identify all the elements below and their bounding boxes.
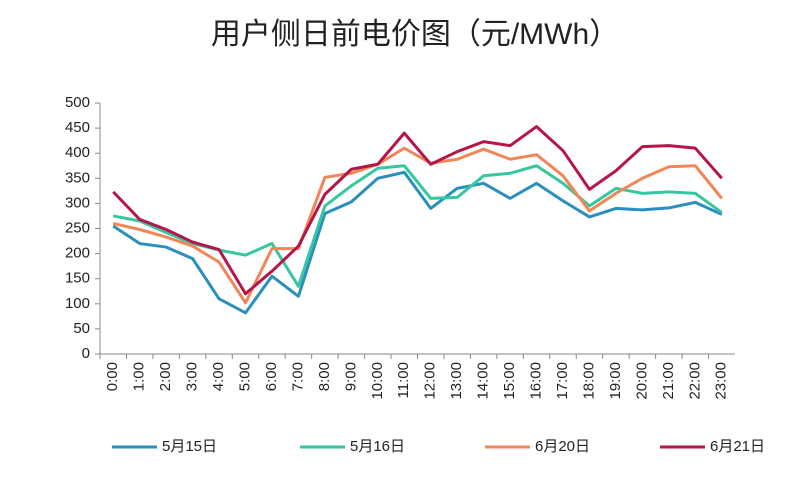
y-tick-label: 400 [65, 144, 90, 161]
x-tick-label: 4:00 [210, 362, 227, 391]
x-tick-label: 22:00 [686, 362, 703, 400]
x-tick-label: 19:00 [607, 362, 624, 400]
y-tick-label: 100 [65, 295, 90, 312]
x-tick-label: 17:00 [554, 362, 571, 400]
y-tick-label: 0 [82, 345, 90, 362]
y-tick-label: 450 [65, 119, 90, 136]
y-tick-label: 500 [65, 94, 90, 111]
x-tick-label: 18:00 [580, 362, 597, 400]
x-tick-label: 7:00 [289, 362, 306, 391]
x-tick-label: 8:00 [316, 362, 333, 391]
y-tick-label: 350 [65, 169, 90, 186]
series-line [112, 146, 723, 305]
x-tick-label: 23:00 [713, 362, 730, 400]
x-tick-label: 14:00 [475, 362, 492, 400]
x-tick-label: 16:00 [528, 362, 545, 400]
series-line [112, 170, 723, 315]
x-tick-label: 2:00 [157, 362, 174, 391]
chart-title: 用户侧日前电价图（元/MWh） [211, 18, 619, 51]
x-tick-label: 15:00 [501, 362, 518, 400]
y-tick-label: 300 [65, 194, 90, 211]
x-tick-label: 9:00 [342, 362, 359, 391]
x-tick-label: 13:00 [448, 362, 465, 400]
series-line [112, 125, 723, 296]
legend-label: 6月21日 [710, 438, 765, 455]
x-tick-label: 12:00 [422, 362, 439, 400]
x-tick-label: 1:00 [131, 362, 148, 391]
x-tick-label: 10:00 [369, 362, 386, 400]
y-tick-label: 200 [65, 245, 90, 262]
x-tick-label: 3:00 [184, 362, 201, 391]
legend-label: 6月20日 [535, 438, 590, 455]
y-tick-label: 50 [73, 320, 90, 337]
y-tick-label: 250 [65, 219, 90, 236]
x-tick-label: 5:00 [236, 362, 253, 391]
x-tick-label: 21:00 [660, 362, 677, 400]
x-tick-label: 6:00 [263, 362, 280, 391]
legend-label: 5月16日 [350, 438, 405, 455]
y-tick-label: 150 [65, 270, 90, 287]
x-tick-label: 11:00 [395, 362, 412, 398]
x-tick-label: 20:00 [633, 362, 650, 400]
x-tick-label: 0:00 [104, 362, 121, 391]
legend-label: 5月15日 [162, 438, 217, 455]
